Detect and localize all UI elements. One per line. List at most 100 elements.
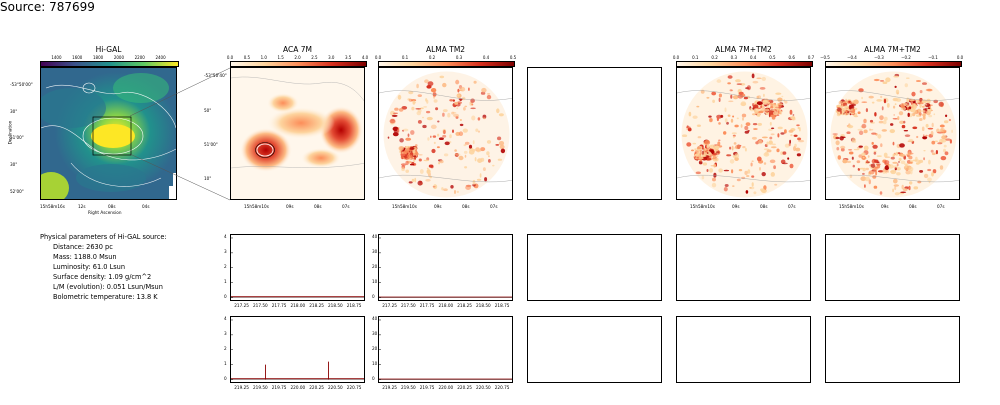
combo-title: ALMA 7M+TM2 bbox=[715, 45, 772, 54]
tm_combo-xtick-label: 09s bbox=[732, 204, 740, 209]
aca-ytick-label: -53°50'40" bbox=[204, 73, 227, 78]
physical-parameters: Physical parameters of Hi-GAL source: Di… bbox=[40, 232, 167, 302]
colorbar-tick-label: −0.1 bbox=[928, 55, 938, 60]
spectrum-ytick-label: 4 bbox=[224, 315, 227, 321]
spectrum-xtick-label: 218.50 bbox=[328, 303, 343, 308]
combo-colorbar bbox=[676, 61, 813, 67]
empty-spectrum-r1c4 bbox=[676, 234, 811, 301]
aca-colorbar bbox=[230, 61, 367, 67]
aca-title: ACA 7M bbox=[283, 45, 312, 54]
colorbar-tick-label: −0.2 bbox=[901, 55, 911, 60]
spectrum-ytick-label: 3 bbox=[224, 330, 227, 336]
spectrum-xtick-label: 219.25 bbox=[382, 385, 397, 390]
aca-xtick-label: 15h58m10s bbox=[244, 204, 269, 209]
aca-xtick-label: 09s bbox=[286, 204, 294, 209]
tm_combo2-xtick-label: 08s bbox=[909, 204, 917, 209]
spectrum-tm2-row2 bbox=[378, 316, 513, 383]
spectrum-xtick-label: 217.25 bbox=[382, 303, 397, 308]
tm2-xtick-label: 09s bbox=[434, 204, 442, 209]
aca-ytick-label: 10" bbox=[204, 176, 212, 181]
spectrum-xtick-label: 217.75 bbox=[271, 303, 287, 308]
colorbar-tick-label: 0.7 bbox=[807, 55, 815, 60]
tm2-title: ALMA TM2 bbox=[425, 45, 466, 54]
colorbar-tick-label: 0.5 bbox=[509, 55, 517, 60]
spectrum-xtick-label: 220.75 bbox=[494, 385, 510, 390]
tm_combo-xtick-label: 08s bbox=[760, 204, 768, 209]
higal-title: Hi-GAL bbox=[95, 45, 122, 54]
higal-ytick-label: 30" bbox=[10, 162, 18, 167]
empty-spectrum-r1c3 bbox=[527, 234, 662, 301]
higal-ytick-label: 52'00" bbox=[10, 189, 24, 194]
colorbar-tick-label: 2000 bbox=[113, 55, 124, 60]
colorbar-tick-label: 0.1 bbox=[692, 55, 699, 60]
aca-ytick-label: 51'00" bbox=[204, 142, 218, 147]
tm_combo2-xtick-label: 07s bbox=[937, 204, 945, 209]
colorbar-tick-label: −0.3 bbox=[874, 55, 884, 60]
spectrum-xtick-label: 217.25 bbox=[234, 303, 249, 308]
params-header: Physical parameters of Hi-GAL source: bbox=[40, 233, 167, 241]
colorbar-tick-label: 2400 bbox=[155, 55, 166, 60]
param-distance: Distance: 2630 pc bbox=[53, 243, 113, 251]
colorbar-tick-label: −0.4 bbox=[847, 55, 857, 60]
higal-ytick-label: 51'00" bbox=[10, 135, 24, 140]
colorbar-tick-label: 0.4 bbox=[482, 55, 490, 60]
aca-xtick-label: 08s bbox=[314, 204, 322, 209]
spectrum-xtick-label: 217.50 bbox=[401, 303, 416, 308]
tm_combo2-xtick-label: 15h58m10s bbox=[839, 204, 864, 209]
spectrum-ytick-label: 30 bbox=[372, 330, 378, 336]
tm2-colorbar bbox=[378, 61, 515, 67]
spectrum-xtick-label: 219.75 bbox=[271, 385, 287, 390]
combo-map bbox=[676, 67, 811, 200]
colorbar-tick-label: 0.0 bbox=[374, 55, 382, 60]
spectrum-ytick-label: 40 bbox=[372, 315, 378, 321]
param-lm-evolution: L/M (evolution): 0.051 Lsun/Msun bbox=[53, 283, 163, 291]
spectrum-ytick-label: 30 bbox=[372, 248, 378, 254]
empty-spectrum-r1c5 bbox=[825, 234, 960, 301]
spectrum-xtick-label: 220.00 bbox=[438, 385, 454, 390]
spectrum-xtick-label: 218.25 bbox=[309, 303, 324, 308]
spectrum-ytick-label: 3 bbox=[224, 248, 227, 254]
tm_combo-xtick-label: 15h58m10s bbox=[690, 204, 715, 209]
spectrum-ytick-label: 10 bbox=[372, 360, 378, 366]
colorbar-tick-label: 0.5 bbox=[769, 55, 776, 60]
source-title: Source: 787699 bbox=[0, 0, 95, 14]
tm2-map bbox=[378, 67, 513, 200]
colorbar-tick-label: 1800 bbox=[92, 55, 104, 60]
combo2-map bbox=[825, 67, 960, 200]
spectrum-ytick-label: 2 bbox=[224, 345, 227, 351]
spectrum-xtick-label: 220.50 bbox=[328, 385, 343, 390]
spectrum-xtick-label: 217.75 bbox=[419, 303, 435, 308]
tm2-xtick-label: 15h58m10s bbox=[392, 204, 417, 209]
combo2-colorbar bbox=[825, 61, 962, 67]
colorbar-tick-label: 1.5 bbox=[277, 55, 284, 60]
spectrum-xtick-label: 219.75 bbox=[419, 385, 435, 390]
spectrum-xtick-label: 220.50 bbox=[476, 385, 491, 390]
spectrum-ytick-label: 1 bbox=[224, 278, 227, 284]
spectrum-ytick-label: 0 bbox=[372, 293, 375, 299]
param-luminosity: Luminosity: 61.0 Lsun bbox=[53, 263, 126, 271]
aca-ytick-label: 50" bbox=[204, 108, 212, 113]
spectrum-xtick-label: 219.50 bbox=[253, 385, 268, 390]
colorbar-tick-label: 0.0 bbox=[226, 55, 234, 60]
spectrum-xtick-label: 218.50 bbox=[476, 303, 491, 308]
spectrum-xtick-label: 218.00 bbox=[290, 303, 306, 308]
spectrum-xtick-label: 218.25 bbox=[457, 303, 472, 308]
higal-map bbox=[40, 67, 177, 200]
colorbar-tick-label: 1600 bbox=[72, 55, 83, 60]
param-surface-density: Surface density: 1.09 g/cm^2 bbox=[53, 273, 152, 281]
spectrum-ytick-label: 0 bbox=[224, 293, 227, 299]
higal-xlabel: Right Ascension bbox=[88, 210, 122, 215]
spectrum-xtick-label: 219.25 bbox=[234, 385, 249, 390]
empty-map-panel bbox=[527, 67, 662, 200]
higal-xtick-label: 15h58m16s bbox=[40, 204, 65, 209]
tm2-xtick-label: 07s bbox=[490, 204, 498, 209]
spectrum-xtick-label: 219.50 bbox=[401, 385, 416, 390]
spectrum-ytick-label: 20 bbox=[372, 345, 378, 351]
tm_combo2-xtick-label: 09s bbox=[881, 204, 889, 209]
spectrum-ytick-label: 10 bbox=[372, 278, 378, 284]
colorbar-tick-label: 2.0 bbox=[294, 55, 301, 60]
empty-spectrum-r2c4 bbox=[676, 316, 811, 383]
spectrum-xtick-label: 218.75 bbox=[346, 303, 362, 308]
spectrum-aca-row2 bbox=[230, 316, 365, 383]
spectrum-ytick-label: 0 bbox=[224, 375, 227, 381]
